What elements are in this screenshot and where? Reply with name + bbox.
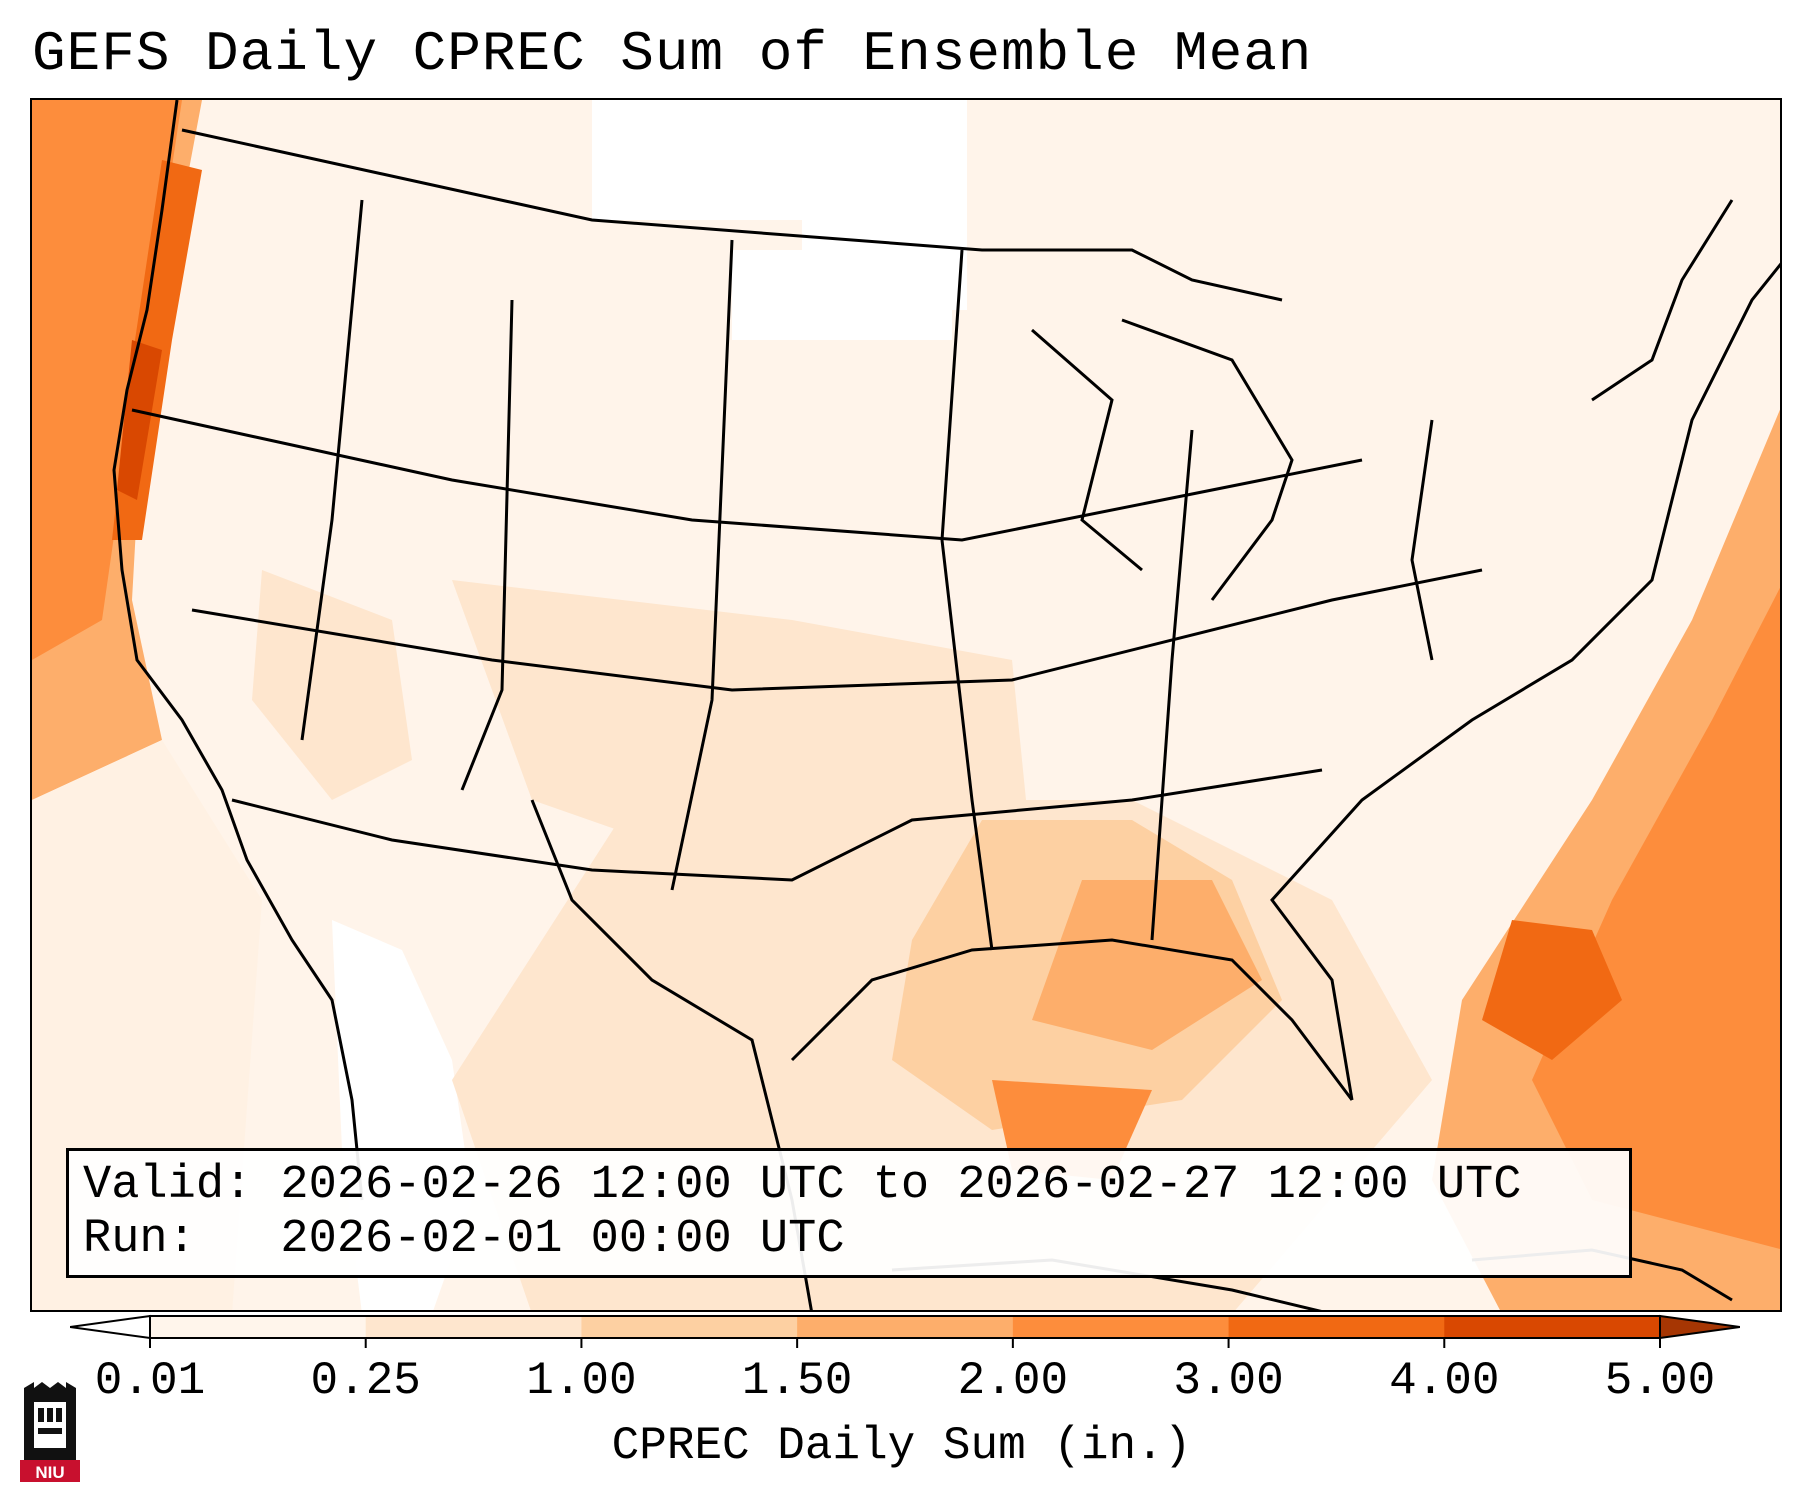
niu-logo: NIU	[20, 1382, 80, 1482]
colorbar-segment	[1228, 1316, 1445, 1338]
colorbar-tick-label: 4.00	[1389, 1355, 1500, 1407]
colorbar-tick-label: 1.50	[741, 1355, 853, 1407]
colorbar-tick-label: 3.00	[1173, 1355, 1284, 1407]
colorbar-segment	[150, 1316, 367, 1338]
colorbar-tick-label: 0.01	[94, 1355, 206, 1407]
colorbar-tick-label: 5.00	[1604, 1355, 1716, 1407]
colorbar-ticks	[149, 1338, 1661, 1348]
colorbar-segment	[1012, 1316, 1230, 1338]
colorbar-segment	[797, 1316, 1014, 1338]
map-title: GEFS Daily CPREC Sum of Ensemble Mean	[32, 22, 1313, 86]
colorbar-frame	[149, 1315, 1661, 1339]
colorbar-segments	[70, 1314, 1740, 1340]
logo-text: NIU	[35, 1463, 64, 1482]
valid-time-text: Valid: 2026-02-26 12:00 UTC to 2026-02-2…	[83, 1159, 1522, 1212]
colorbar-under-arrow	[70, 1314, 151, 1340]
precip-map	[30, 98, 1782, 1312]
colorbar-tick-label: 0.25	[310, 1355, 421, 1407]
colorbar-tick-label: 1.00	[526, 1355, 637, 1407]
colorbar-segment	[1444, 1316, 1661, 1338]
colorbar-segment	[581, 1316, 798, 1338]
colorbar-over-arrow	[1659, 1314, 1740, 1340]
valid-run-box: Valid: 2026-02-26 12:00 UTC to 2026-02-2…	[66, 1148, 1632, 1278]
colorbar-segment	[365, 1316, 582, 1338]
colorbar-tick-label: 2.00	[957, 1355, 1069, 1407]
map-canvas	[32, 100, 1780, 1310]
colorbar	[70, 1314, 1740, 1348]
precip-shading	[32, 100, 1780, 1310]
run-time-text: Run: 2026-02-01 00:00 UTC	[83, 1213, 845, 1266]
colorbar-label: CPREC Daily Sum (in.)	[611, 1420, 1192, 1472]
coastlines-borders	[112, 100, 1780, 1310]
